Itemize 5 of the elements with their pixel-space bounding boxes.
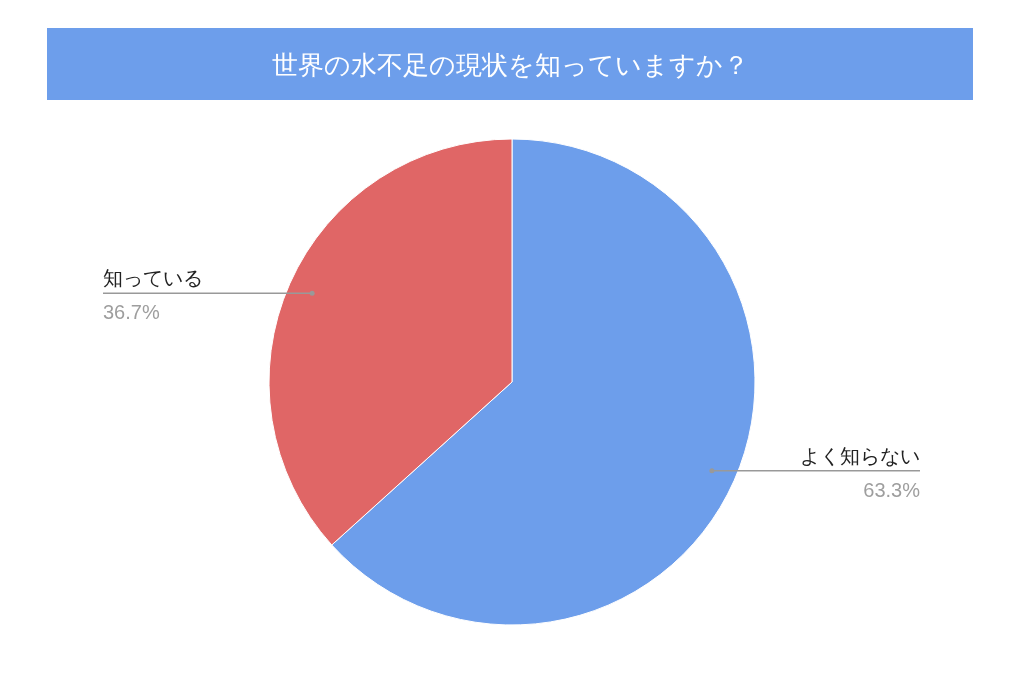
data-label: 63.3% (863, 478, 921, 501)
data-label: 36.7% (103, 301, 160, 324)
slice-label: 知っている (103, 267, 203, 290)
chart-title: 世界の水不足の現状を知っていますか？ (271, 50, 749, 80)
slice-label: よく知らない (800, 444, 920, 467)
